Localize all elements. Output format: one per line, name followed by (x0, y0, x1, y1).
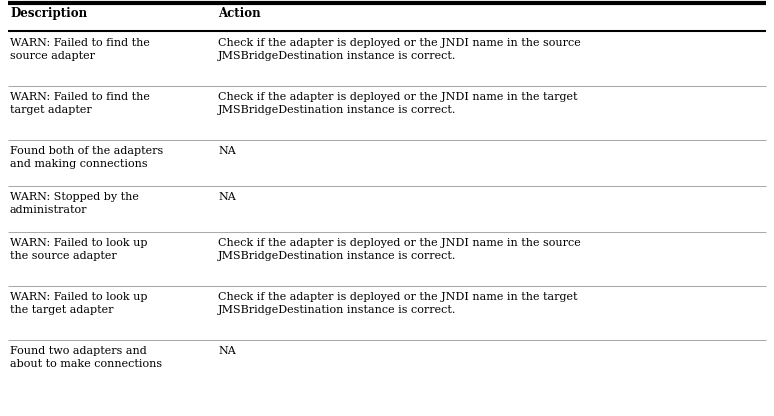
Text: Check if the adapter is deployed or the JNDI name in the source
JMSBridgeDestina: Check if the adapter is deployed or the … (218, 38, 580, 61)
Text: WARN: Stopped by the
administrator: WARN: Stopped by the administrator (10, 192, 139, 215)
Text: Action: Action (218, 7, 261, 20)
Text: WARN: Failed to look up
the source adapter: WARN: Failed to look up the source adapt… (10, 238, 148, 261)
Text: NA: NA (218, 192, 236, 202)
Text: Check if the adapter is deployed or the JNDI name in the target
JMSBridgeDestina: Check if the adapter is deployed or the … (218, 292, 577, 315)
Text: NA: NA (218, 346, 236, 356)
Text: WARN: Failed to look up
the target adapter: WARN: Failed to look up the target adapt… (10, 292, 148, 315)
Text: Found two adapters and
about to make connections: Found two adapters and about to make con… (10, 346, 162, 369)
Text: NA: NA (218, 146, 236, 156)
Text: Check if the adapter is deployed or the JNDI name in the target
JMSBridgeDestina: Check if the adapter is deployed or the … (218, 92, 577, 115)
Text: WARN: Failed to find the
target adapter: WARN: Failed to find the target adapter (10, 92, 150, 115)
Text: Found both of the adapters
and making connections: Found both of the adapters and making co… (10, 146, 163, 169)
Text: Check if the adapter is deployed or the JNDI name in the source
JMSBridgeDestina: Check if the adapter is deployed or the … (218, 238, 580, 261)
Text: WARN: Failed to find the
source adapter: WARN: Failed to find the source adapter (10, 38, 150, 61)
Text: Description: Description (10, 7, 87, 20)
